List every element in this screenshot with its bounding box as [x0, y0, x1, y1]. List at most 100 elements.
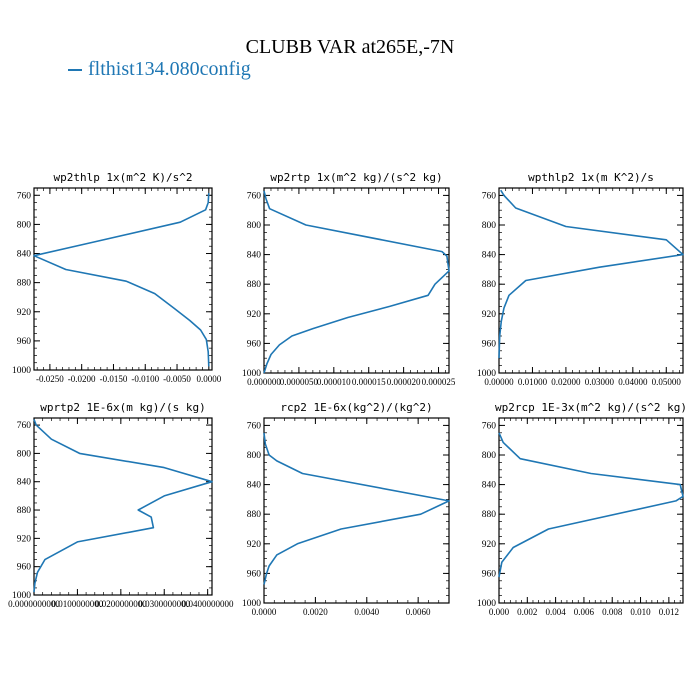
y-tick-label: 760	[247, 191, 262, 201]
x-tick-label: 0.0000	[196, 374, 221, 384]
x-tick-label: 0.0000000000	[8, 599, 60, 609]
y-tick-label: 840	[482, 251, 497, 261]
panel-title: wprtp2 1E-6x(m kg)/(s kg)	[40, 401, 206, 414]
panel-title: wp2thlp 1x(m^2 K)/s^2	[53, 171, 192, 184]
panel-title: wp2rtp 1x(m^2 kg)/(s^2 kg)	[270, 171, 442, 184]
x-tick-label: -0.0250	[36, 374, 64, 384]
panel-title: wpthlp2 1x(m K^2)/s	[528, 171, 654, 184]
x-tick-label: 0.0300000000	[138, 599, 190, 609]
y-tick-label: 960	[247, 569, 262, 579]
y-tick-label: 800	[482, 451, 497, 461]
y-tick-label: 840	[482, 481, 497, 491]
y-tick-label: 1000	[12, 366, 31, 376]
series-line	[33, 419, 213, 593]
figure-title: CLUBB VAR at265E,-7N	[245, 36, 455, 58]
y-tick-label: 1000	[242, 599, 261, 609]
panel-title: wp2rcp 1E-3x(m^2 kg)/(s^2 kg)	[495, 401, 687, 414]
x-tick-label: 0.01000	[518, 377, 548, 387]
legend: flthist134.080config	[68, 58, 251, 81]
y-tick-label: 800	[482, 221, 497, 231]
x-tick-label: 0.03000	[585, 377, 615, 387]
x-tick-label: 0.0040	[354, 607, 379, 617]
x-tick-label: 0.000015	[352, 377, 386, 387]
y-tick-label: 800	[247, 451, 262, 461]
x-tick-label: -0.0200	[68, 374, 96, 384]
y-tick-label: 880	[482, 510, 497, 520]
series-line	[498, 189, 684, 359]
y-tick-label: 880	[247, 510, 262, 520]
panel-title: rcp2 1E-6x(kg^2)/(kg^2)	[280, 401, 432, 414]
y-tick-label: 920	[247, 540, 262, 550]
series-line	[263, 190, 450, 374]
x-tick-label: 0.002	[517, 607, 537, 617]
panel-1: wp2thlp 1x(m^2 K)/s^2 760 800 840 880 920 960 1…	[12, 171, 222, 384]
y-tick-label: 920	[17, 534, 32, 544]
x-tick-label: 0.000000	[247, 377, 281, 387]
y-tick-label: 760	[17, 191, 32, 201]
x-tick-label: 0.00000	[484, 377, 514, 387]
panel-6: wp2rcp 1E-3x(m^2 kg)/(s^2 kg) 760 800 840 88…	[477, 401, 687, 617]
x-tick-label: -0.0050	[163, 374, 191, 384]
x-tick-label: 0.000	[489, 607, 510, 617]
y-tick-label: 960	[17, 337, 32, 347]
y-tick-label: 960	[17, 563, 32, 573]
y-tick-label: 920	[17, 308, 32, 318]
y-tick-label: 840	[17, 250, 32, 260]
x-tick-label: 0.05000	[652, 377, 682, 387]
plot-frame	[498, 187, 684, 374]
y-tick-label: 880	[247, 280, 262, 290]
plot-frame	[33, 417, 213, 596]
x-tick-label: 0.0000	[252, 607, 277, 617]
x-tick-label: 0.0100000000	[52, 599, 104, 609]
y-tick-label: 800	[17, 220, 32, 230]
x-tick-label: 0.000010	[317, 377, 351, 387]
x-tick-label: 0.0400000000	[182, 599, 234, 609]
plot-frame	[33, 187, 213, 371]
y-tick-label: 960	[247, 339, 262, 349]
y-tick-label: 1000	[477, 599, 496, 609]
y-tick-label: 1000	[12, 591, 31, 601]
y-tick-label: 880	[17, 506, 32, 516]
y-tick-label: 760	[482, 421, 497, 431]
y-tick-label: 760	[482, 191, 497, 201]
y-tick-label: 760	[247, 421, 262, 431]
x-tick-label: 0.000025	[422, 377, 456, 387]
y-tick-label: 1000	[242, 369, 261, 379]
legend-label: flthist134.080config	[88, 58, 251, 80]
y-tick-label: 840	[247, 481, 262, 491]
x-tick-label: 0.004	[545, 607, 566, 617]
plot-frame	[498, 417, 684, 604]
x-tick-label: 0.010	[630, 607, 651, 617]
x-tick-label: 0.012	[659, 607, 679, 617]
y-tick-label: 960	[482, 339, 497, 349]
y-tick-label: 920	[482, 540, 497, 550]
y-tick-label: 800	[247, 221, 262, 231]
x-tick-label: 0.0020	[303, 607, 328, 617]
y-tick-label: 840	[247, 251, 262, 261]
plot-frame	[263, 417, 450, 604]
panel-4: wprtp2 1E-6x(m kg)/(s kg) 760 800 840 880 920…	[8, 401, 234, 609]
x-tick-label: 0.006	[574, 607, 595, 617]
x-tick-label: 0.000020	[387, 377, 421, 387]
y-tick-label: 920	[482, 310, 497, 320]
panel-5: rcp2 1E-6x(kg^2)/(kg^2) 760 800 840 880 920 96…	[242, 401, 450, 617]
legend-line-swatch	[68, 69, 82, 72]
x-tick-label: 0.0060	[406, 607, 431, 617]
x-tick-label: 0.0000050	[280, 377, 319, 387]
y-tick-label: 960	[482, 569, 497, 579]
x-tick-label: -0.0150	[100, 374, 128, 384]
x-tick-label: 0.02000	[551, 377, 581, 387]
x-tick-label: 0.04000	[618, 377, 648, 387]
y-tick-label: 880	[17, 279, 32, 289]
series-line	[498, 432, 684, 578]
y-tick-label: 760	[17, 421, 32, 431]
panel-3: wpthlp2 1x(m K^2)/s 760 800 840 880 920 960 100…	[477, 171, 684, 387]
series-line	[263, 432, 450, 585]
x-tick-label: -0.0100	[131, 374, 159, 384]
x-tick-label: 0.008	[602, 607, 623, 617]
panel-2: wp2rtp 1x(m^2 kg)/(s^2 kg) 760 800 840 880 92…	[242, 171, 456, 387]
y-tick-label: 800	[17, 449, 32, 459]
y-tick-label: 880	[482, 280, 497, 290]
x-tick-label: 0.0200000000	[95, 599, 147, 609]
